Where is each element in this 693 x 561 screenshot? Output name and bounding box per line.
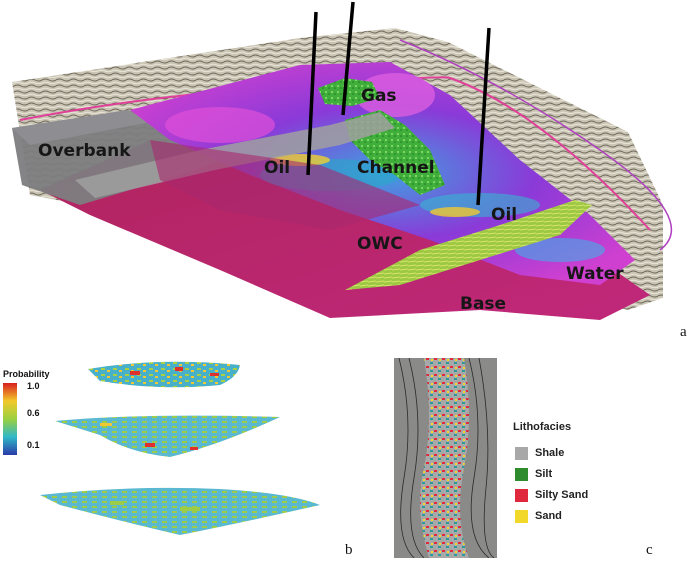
label-base: Base	[460, 294, 507, 314]
probability-legend-title: Probability	[3, 369, 50, 379]
gas-cap	[318, 78, 380, 106]
probability-surface-middle	[55, 415, 280, 457]
label-owc: OWC	[357, 234, 403, 254]
legend-sand: Sand	[535, 510, 562, 522]
swatch-sand	[515, 510, 528, 523]
panel-letter-b: b	[345, 542, 353, 558]
probability-surface-top	[88, 361, 240, 388]
prob-tick-low: 0.1	[27, 440, 40, 450]
label-gas: Gas	[361, 86, 397, 106]
probability-surface-bottom	[40, 487, 320, 535]
panel-letter-a: a	[680, 324, 687, 340]
prob-tick-mid: 0.6	[27, 408, 40, 418]
well-2	[341, 1, 355, 116]
label-water: Water	[566, 264, 624, 284]
swatch-silt	[515, 468, 528, 481]
right-sandbody	[345, 200, 592, 290]
label-overbank: Overbank	[38, 141, 131, 161]
lithofacies-map	[394, 358, 497, 558]
panel-a: Gas Overbank Oil Channel Oil OWC Water B…	[12, 1, 687, 340]
well-3	[476, 27, 491, 206]
lithofacies-channel	[420, 358, 469, 558]
legend-shale: Shale	[535, 447, 565, 459]
legend-silty-sand: Silty Sand	[535, 489, 589, 501]
panel-c: Lithofacies Shale Silt Silty Sand Sand c	[380, 355, 693, 561]
well-1	[306, 11, 318, 176]
reservoir-3d-model	[12, 1, 673, 320]
prob-tick-high: 1.0	[27, 381, 40, 391]
label-oil-left: Oil	[264, 158, 291, 178]
panel-letter-c: c	[646, 542, 653, 558]
label-channel: Channel	[357, 158, 435, 178]
owc-surface	[150, 140, 420, 230]
swatch-shale	[515, 447, 528, 460]
legend-silt: Silt	[535, 468, 553, 480]
probability-surfaces	[40, 361, 320, 535]
panel-b: Probability 1.0 0.6 0.1	[0, 355, 360, 561]
swatch-silty-sand	[515, 489, 528, 502]
label-oil-right: Oil	[491, 205, 518, 225]
seismic-horizon-line	[399, 39, 673, 251]
probability-colorbar	[3, 383, 17, 455]
lithofacies-legend-title: Lithofacies	[513, 421, 572, 433]
